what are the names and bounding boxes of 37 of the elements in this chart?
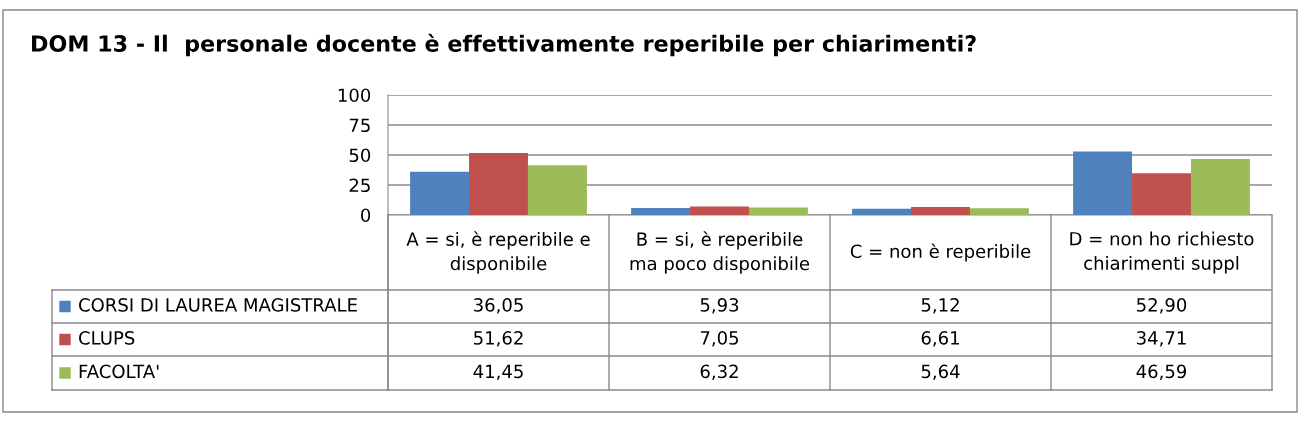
chart-title: DOM 13 - Il personale docente è effettivamente reperibile per chiarimenti? <box>32 33 976 57</box>
data-label: 52,90 <box>1137 298 1187 314</box>
y-tick-label: 50 <box>349 148 371 163</box>
x-tick-label: D = non ho richiesto chiarimenti suppl <box>1070 231 1254 274</box>
x-tick-label: B = si, è reperibile ma poco disponibile <box>630 231 810 274</box>
data-label: 46,59 <box>1136 364 1187 381</box>
data-label: 36,05 <box>474 298 523 314</box>
bar <box>1073 151 1133 215</box>
bar <box>1132 173 1191 215</box>
data-label: 5,64 <box>921 364 960 381</box>
bar <box>748 207 808 215</box>
data-label: 7,05 <box>700 331 739 347</box>
x-tick-label: A = si, è reperibile e disponibile <box>406 231 590 274</box>
y-tick-label: 100 <box>338 88 371 103</box>
bar <box>911 207 970 215</box>
bar <box>852 208 912 215</box>
legend-label: FACOLTA' <box>79 364 159 379</box>
bar <box>969 208 1029 215</box>
data-label: 41,45 <box>473 364 523 381</box>
y-tick-label: 75 <box>349 118 370 133</box>
legend-label: CLUPS <box>79 331 135 345</box>
bar <box>631 207 691 215</box>
data-label: 6,32 <box>700 364 738 381</box>
data-label: 5,93 <box>700 298 739 314</box>
y-tick-label: 0 <box>361 208 371 223</box>
data-label: 5,12 <box>921 298 959 314</box>
bar <box>1190 159 1250 215</box>
bar <box>469 153 528 215</box>
bar <box>410 171 470 215</box>
data-label: 6,61 <box>921 331 959 347</box>
data-label: 34,71 <box>1137 331 1186 347</box>
data-label: 51,62 <box>474 331 523 347</box>
y-tick-label: 25 <box>349 178 370 193</box>
bar <box>527 165 587 215</box>
bar <box>690 206 749 215</box>
x-tick-label: C = non è reperibile <box>850 243 1031 262</box>
legend-label: CORSI DI LAUREA MAGISTRALE <box>79 298 357 312</box>
